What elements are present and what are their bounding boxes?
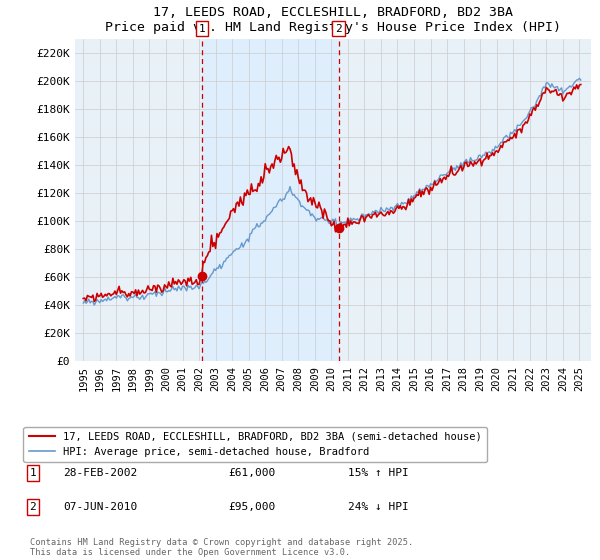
Text: 07-JUN-2010: 07-JUN-2010: [63, 502, 137, 512]
Title: 17, LEEDS ROAD, ECCLESHILL, BRADFORD, BD2 3BA
Price paid vs. HM Land Registry's : 17, LEEDS ROAD, ECCLESHILL, BRADFORD, BD…: [105, 6, 561, 34]
Legend: 17, LEEDS ROAD, ECCLESHILL, BRADFORD, BD2 3BA (semi-detached house), HPI: Averag: 17, LEEDS ROAD, ECCLESHILL, BRADFORD, BD…: [23, 427, 487, 462]
Text: 1: 1: [29, 468, 37, 478]
Bar: [202, 39, 338, 361]
Text: £61,000: £61,000: [228, 468, 275, 478]
Text: 28-FEB-2002: 28-FEB-2002: [63, 468, 137, 478]
Text: 15% ↑ HPI: 15% ↑ HPI: [348, 468, 409, 478]
Text: 2: 2: [29, 502, 37, 512]
Text: £95,000: £95,000: [228, 502, 275, 512]
Text: 2: 2: [335, 24, 342, 34]
Text: Contains HM Land Registry data © Crown copyright and database right 2025.
This d: Contains HM Land Registry data © Crown c…: [30, 538, 413, 557]
Text: 1: 1: [199, 24, 205, 34]
Text: 24% ↓ HPI: 24% ↓ HPI: [348, 502, 409, 512]
